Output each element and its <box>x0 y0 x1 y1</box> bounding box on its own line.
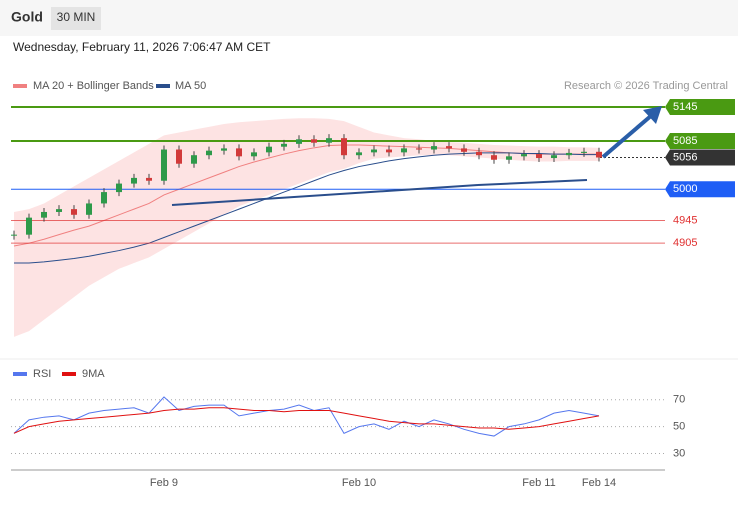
candle <box>41 211 47 218</box>
legend-swatch <box>13 84 27 88</box>
level-label: 5056 <box>673 151 697 163</box>
symbol: Gold <box>11 9 43 25</box>
interval[interactable]: 30 MIN <box>57 10 96 24</box>
candle <box>326 138 332 143</box>
candle <box>116 183 122 193</box>
candle <box>401 148 407 153</box>
ma50 <box>14 152 599 264</box>
candle <box>386 149 392 153</box>
level-label: 5085 <box>673 135 697 147</box>
candle <box>26 217 32 235</box>
candle <box>281 143 287 147</box>
candle <box>476 151 482 156</box>
level-label: 4945 <box>673 214 697 226</box>
candle <box>341 138 347 156</box>
candle <box>146 177 152 181</box>
candle <box>296 139 302 144</box>
y-tick-label: 70 <box>673 394 685 406</box>
candle <box>266 146 272 153</box>
datetime: Wednesday, February 11, 2026 7:06:47 AM … <box>13 40 271 54</box>
candle <box>356 152 362 156</box>
forecast-arrow <box>601 113 654 159</box>
arrow-head <box>643 106 662 124</box>
level-label: 4905 <box>673 237 697 249</box>
trendline <box>477 179 588 186</box>
y-tick-label: 50 <box>673 421 685 433</box>
candle <box>176 149 182 164</box>
candle <box>416 148 422 150</box>
x-tick-label: Feb 9 <box>150 477 178 489</box>
candle <box>161 149 167 181</box>
legend-swatch <box>156 84 170 88</box>
candle <box>581 151 587 153</box>
candle <box>191 155 197 164</box>
candle <box>11 234 17 236</box>
credit: Research © 2026 Trading Central <box>564 80 728 92</box>
legend-swatch <box>62 372 76 376</box>
candle <box>131 177 137 184</box>
candle <box>431 146 437 150</box>
candle <box>236 148 242 157</box>
legend-entry: MA 20 + Bollinger Bands <box>33 80 154 92</box>
legend-entry: MA 50 <box>175 80 206 92</box>
candle <box>596 151 602 158</box>
candle <box>521 154 527 157</box>
x-tick-label: Feb 14 <box>582 477 616 489</box>
candle <box>551 155 557 159</box>
trendline <box>171 184 479 206</box>
legend-entry: 9MA <box>82 368 105 380</box>
x-tick-label: Feb 10 <box>342 477 376 489</box>
candle <box>371 149 377 153</box>
candle <box>536 154 542 159</box>
candle <box>206 150 212 156</box>
candle <box>71 209 77 215</box>
candle <box>221 148 227 151</box>
interval-button[interactable] <box>51 7 101 30</box>
rsi-ma-line <box>13 407 600 434</box>
candle <box>566 152 572 156</box>
candle <box>446 146 452 149</box>
legend-swatch <box>13 372 27 376</box>
rsi-line <box>13 396 600 437</box>
level-tag <box>665 98 735 115</box>
candle <box>506 156 512 160</box>
candle <box>86 203 92 215</box>
legend-entry: RSI <box>33 368 51 380</box>
level-tag <box>665 149 735 166</box>
level-tag <box>665 181 735 198</box>
candle <box>311 139 317 143</box>
candle <box>251 152 257 157</box>
ma20 <box>13 144 599 247</box>
level-label: 5145 <box>673 101 697 113</box>
bollinger-band <box>14 118 599 337</box>
level-label: 5000 <box>673 183 697 195</box>
candle <box>56 209 62 212</box>
candle <box>101 192 107 204</box>
header-bar <box>0 0 738 36</box>
candle <box>461 148 467 152</box>
y-tick-label: 30 <box>673 447 685 459</box>
level-tag <box>665 133 735 150</box>
candle <box>491 155 497 160</box>
x-tick-label: Feb 11 <box>522 477 555 489</box>
